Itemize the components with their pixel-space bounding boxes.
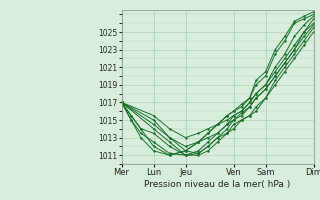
X-axis label: Pression niveau de la mer( hPa ): Pression niveau de la mer( hPa ) xyxy=(144,180,291,189)
